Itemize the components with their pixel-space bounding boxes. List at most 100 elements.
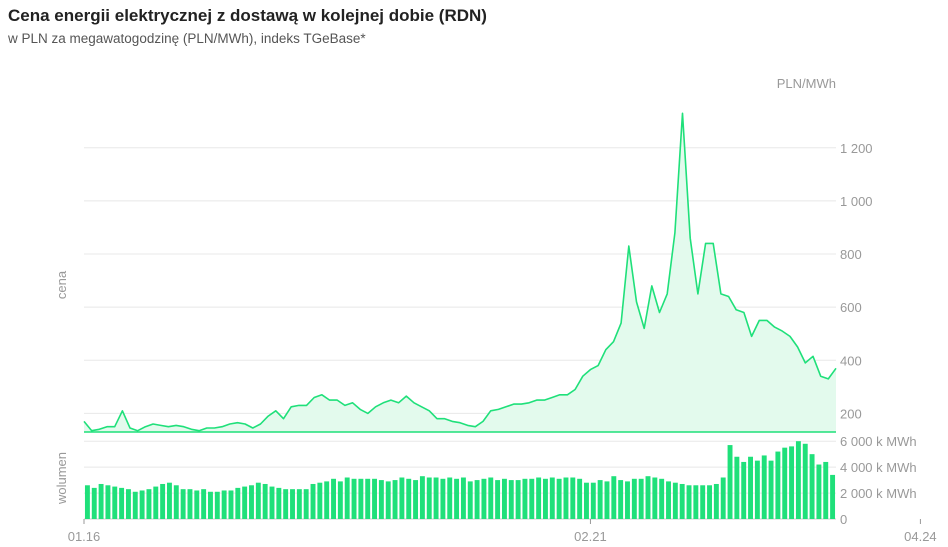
volume-bar xyxy=(454,478,460,519)
volume-bar xyxy=(419,476,425,519)
volume-bar xyxy=(584,482,589,519)
volume-bar xyxy=(276,487,282,520)
price-tick-label: 200 xyxy=(840,406,862,421)
volume-bar xyxy=(802,443,808,519)
price-area xyxy=(84,113,836,433)
volume-bar xyxy=(727,445,733,519)
volume-bar xyxy=(180,489,186,519)
x-tick-label: 02.21 xyxy=(574,529,607,544)
volume-bar xyxy=(201,489,207,519)
volume-bar xyxy=(809,454,815,519)
volume-bar xyxy=(775,451,781,519)
volume-bar xyxy=(495,480,501,519)
volume-bar xyxy=(433,477,439,519)
volume-bar xyxy=(713,483,719,519)
volume-bar xyxy=(577,478,583,519)
price-tick-label: 800 xyxy=(840,247,862,262)
volume-bar xyxy=(700,485,706,519)
volume-bar xyxy=(638,478,644,519)
price-tick-label: 1 000 xyxy=(840,194,873,209)
volume-bar xyxy=(515,480,521,519)
volume-bar xyxy=(249,485,254,519)
volume-bar xyxy=(488,477,494,519)
volume-bar xyxy=(672,482,678,519)
volume-bars xyxy=(84,441,836,520)
volume-axis-label: wolumen xyxy=(54,452,69,505)
x-tick-label: 01.16 xyxy=(68,529,101,544)
volume-bar xyxy=(556,478,562,519)
volume-bar xyxy=(132,491,138,519)
volume-bar xyxy=(536,477,542,519)
volume-bar xyxy=(331,478,336,519)
volume-bar xyxy=(98,483,104,519)
volume-bar xyxy=(754,460,760,519)
volume-bar xyxy=(748,456,753,519)
volume-bar xyxy=(481,478,487,519)
volume-bar xyxy=(235,487,241,520)
volume-bar xyxy=(666,481,671,519)
volume-bar xyxy=(351,478,357,519)
volume-bar xyxy=(214,491,220,519)
volume-bar xyxy=(146,489,152,519)
volume-bar xyxy=(242,486,248,519)
volume-bar xyxy=(734,456,740,519)
volume-bar xyxy=(125,489,131,519)
volume-bar xyxy=(440,478,446,519)
volume-bar xyxy=(686,485,692,519)
volume-bar xyxy=(119,487,125,520)
volume-tick-label: 4 000 k MWh xyxy=(840,460,917,475)
volume-bar xyxy=(830,474,836,519)
volume-bar xyxy=(310,483,316,519)
volume-bar xyxy=(768,460,774,519)
volume-bar xyxy=(365,478,371,519)
volume-bar xyxy=(795,441,801,519)
volume-bar xyxy=(255,482,261,519)
volume-bar xyxy=(645,476,651,519)
volume-bar xyxy=(262,483,268,519)
tick-labels: 200 400 600 800 1 000 1 200 0 2 000 k MWh 4 000 … xyxy=(68,141,937,544)
volume-bar xyxy=(720,477,726,519)
volume-bar xyxy=(426,477,432,519)
volume-bar xyxy=(139,490,145,519)
volume-bar xyxy=(522,478,528,519)
price-tick-label: 400 xyxy=(840,353,862,368)
volume-bar xyxy=(160,483,166,519)
x-tick-label: 04.24 xyxy=(904,529,937,544)
volume-bar xyxy=(187,489,193,519)
volume-bar xyxy=(337,481,343,519)
volume-bar xyxy=(105,485,111,519)
volume-bar xyxy=(406,478,412,519)
volume-bar xyxy=(84,485,90,519)
volume-bar xyxy=(358,478,364,519)
volume-bar xyxy=(153,486,159,519)
volume-bar xyxy=(782,447,788,519)
volume-bar xyxy=(344,477,350,519)
volume-bar xyxy=(228,490,234,519)
volume-bar xyxy=(823,461,829,519)
volume-bar xyxy=(501,478,507,519)
volume-tick-label: 2 000 k MWh xyxy=(840,486,917,501)
volume-bar xyxy=(173,485,179,519)
volume-bar xyxy=(467,481,473,519)
volume-bar xyxy=(447,477,453,519)
volume-bar xyxy=(761,455,767,519)
price-unit-label: PLN/MWh xyxy=(777,76,836,91)
volume-bar xyxy=(508,480,514,519)
chart-subtitle: w PLN za megawatogodzinę (PLN/MWh), inde… xyxy=(8,31,366,46)
volume-bar xyxy=(303,489,309,519)
price-axis-label: cena xyxy=(54,270,69,299)
volume-bar xyxy=(563,477,569,519)
volume-bar xyxy=(625,481,630,519)
volume-bar xyxy=(296,489,302,519)
volume-bar xyxy=(816,464,822,519)
volume-bar xyxy=(631,478,637,519)
volume-bar xyxy=(413,480,419,519)
volume-bar xyxy=(221,490,227,519)
volume-bar xyxy=(378,480,384,519)
volume-bar xyxy=(604,481,610,519)
volume-bar xyxy=(679,483,685,519)
volume-bar xyxy=(208,491,213,519)
volume-bar xyxy=(570,477,576,519)
volume-bar xyxy=(659,478,665,519)
